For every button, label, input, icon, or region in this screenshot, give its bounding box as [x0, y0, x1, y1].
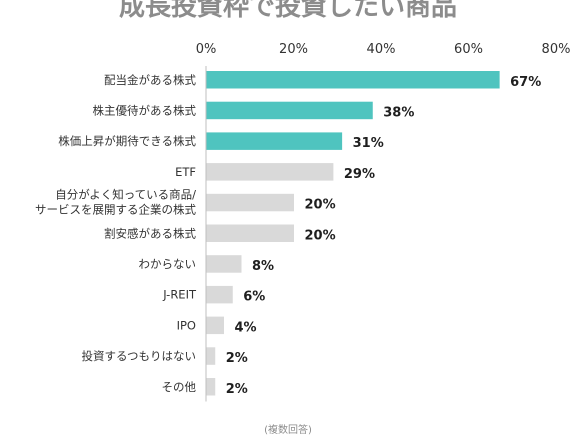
x-tick-label: 60% [454, 42, 483, 57]
bars [206, 71, 500, 396]
category-label: 株主優待がある株式 [93, 103, 197, 117]
footnote: (複数回答) [264, 425, 312, 436]
bar [206, 378, 216, 396]
bar [206, 285, 233, 304]
bar [206, 193, 294, 212]
value-label: 67% [510, 75, 541, 90]
chart-title: 成長投資枠で投資したい商品 [118, 0, 457, 22]
x-tick-label: 20% [279, 42, 308, 57]
bar [206, 132, 343, 150]
bar [206, 101, 373, 120]
bar [206, 71, 500, 89]
x-tick-label: 80% [542, 42, 571, 57]
value-label: 2% [226, 351, 248, 366]
x-tick-label: 0% [196, 42, 217, 57]
category-label: 配当金がある株式 [104, 73, 196, 87]
category-label: IPO [177, 318, 196, 332]
bar [206, 316, 224, 335]
value-label: 38% [383, 105, 414, 120]
category-label: 割安感がある株式 [104, 226, 196, 240]
category-label: 自分がよく知っている商品/ [55, 188, 196, 202]
category-label: わからない [139, 257, 197, 271]
value-label: 29% [344, 167, 375, 182]
bar [206, 255, 242, 273]
value-label: 6% [243, 290, 265, 305]
category-label: J-REIT [162, 288, 197, 302]
category-label: 投資するつもりはない [81, 349, 196, 363]
bar [206, 347, 216, 365]
x-axis-ticks: 0% 20% 40% 60% 80% [196, 42, 571, 57]
value-label: 31% [353, 136, 384, 151]
category-label: その他 [162, 380, 197, 394]
category-label: サービスを展開する企業の株式 [35, 203, 196, 217]
value-label: 2% [226, 382, 248, 397]
value-label: 20% [305, 228, 336, 243]
value-label: 8% [252, 259, 274, 274]
value-label: 4% [235, 320, 257, 335]
value-labels: 67% 38% 31% 29% 20% 20% 8% 6% 4% 2% 2% [226, 75, 542, 397]
bar [206, 224, 294, 242]
bar [206, 163, 334, 181]
category-label: ETF [175, 165, 196, 179]
value-label: 20% [305, 198, 336, 213]
category-label: 株価上昇が期待できる株式 [58, 134, 196, 148]
x-tick-label: 40% [367, 42, 396, 57]
